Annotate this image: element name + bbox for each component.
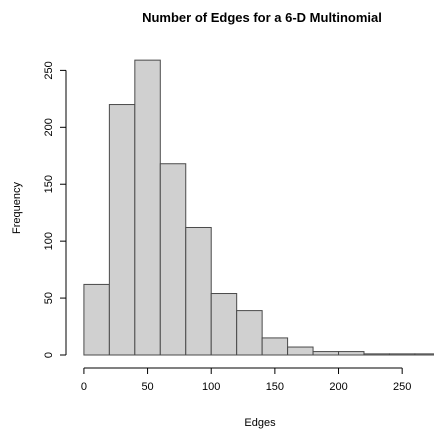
- histogram-bar: [108, 104, 136, 356]
- histogram-bar: [159, 163, 187, 356]
- histogram-bar: [83, 283, 110, 356]
- y-tick-label: 100: [43, 232, 55, 250]
- y-tick-label: 200: [43, 118, 55, 136]
- y-tick-label: 250: [43, 61, 55, 79]
- x-tick-label: 50: [141, 381, 153, 393]
- x-tick-label: 200: [329, 381, 347, 393]
- y-tick-label: 0: [43, 352, 55, 358]
- x-tick-label: 100: [202, 381, 220, 393]
- histogram-bar: [261, 337, 289, 356]
- y-axis-ticks: 0 50 100 150 200 250: [43, 61, 66, 358]
- histogram-bar: [287, 346, 314, 356]
- histogram-bar: [414, 353, 434, 356]
- histogram-bar: [134, 59, 161, 356]
- histogram-bar: [312, 351, 340, 356]
- histogram-bar: [185, 226, 212, 356]
- y-tick-label: 150: [43, 175, 55, 193]
- x-tick-label: 250: [393, 381, 411, 393]
- x-tick-label: 0: [81, 381, 87, 393]
- histogram-bar: [210, 293, 238, 356]
- histogram-bar: [388, 353, 416, 356]
- histogram-bar: [338, 351, 365, 356]
- y-axis-label: Frequency: [11, 182, 23, 234]
- x-axis-label: Edges: [244, 417, 276, 429]
- x-tick-label: 150: [266, 381, 284, 393]
- bars-group: [83, 59, 434, 356]
- histogram-bar: [363, 353, 390, 356]
- x-axis-ticks: 0 50 100 150 200 250: [81, 368, 411, 393]
- chart-title: Number of Edges for a 6-D Multinomial: [142, 10, 382, 25]
- y-tick-label: 50: [43, 292, 55, 304]
- histogram-bar: [236, 310, 263, 356]
